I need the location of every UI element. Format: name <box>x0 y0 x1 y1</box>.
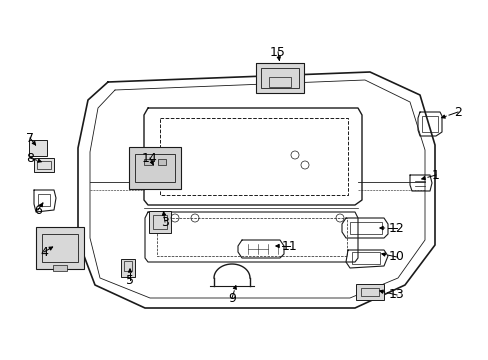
Bar <box>157 218 346 256</box>
Text: 6: 6 <box>34 203 42 216</box>
Text: 12: 12 <box>388 221 404 234</box>
Text: 13: 13 <box>388 288 404 302</box>
Bar <box>149 211 171 233</box>
Text: 10: 10 <box>388 251 404 264</box>
Text: 2: 2 <box>453 105 461 118</box>
Bar <box>360 288 378 296</box>
Bar <box>37 161 51 169</box>
Text: 5: 5 <box>126 274 134 287</box>
Bar <box>261 68 298 88</box>
Text: 14: 14 <box>142 152 158 165</box>
Bar <box>153 215 167 229</box>
Bar <box>355 284 383 300</box>
Bar <box>143 159 152 165</box>
Bar <box>121 259 135 277</box>
Bar <box>349 222 381 234</box>
Text: 9: 9 <box>227 292 235 305</box>
Text: 8: 8 <box>26 152 34 165</box>
Text: 11: 11 <box>282 239 297 252</box>
Text: 4: 4 <box>40 246 48 258</box>
Bar <box>124 261 132 271</box>
Bar <box>42 234 78 262</box>
Bar <box>129 147 181 189</box>
Bar <box>268 77 290 87</box>
Text: 1: 1 <box>431 168 439 181</box>
Bar <box>36 227 84 269</box>
Bar <box>38 194 50 206</box>
Bar <box>29 140 47 156</box>
Bar <box>158 159 165 165</box>
Bar <box>351 252 379 264</box>
Bar <box>256 63 304 93</box>
Text: 3: 3 <box>161 216 168 229</box>
Bar <box>421 116 437 132</box>
Bar <box>135 154 175 182</box>
Bar <box>34 158 54 172</box>
Bar <box>53 265 67 271</box>
Text: 7: 7 <box>26 131 34 144</box>
Text: 15: 15 <box>269 45 285 59</box>
